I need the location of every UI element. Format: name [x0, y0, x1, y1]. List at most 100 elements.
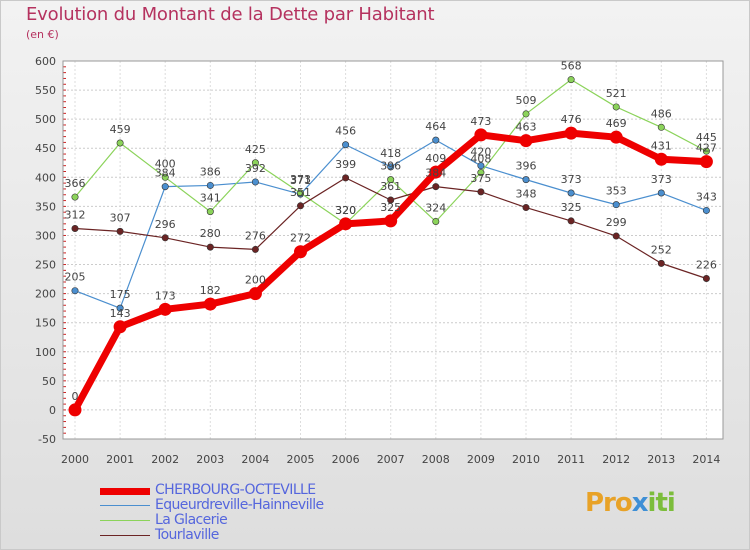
data-point-0: [564, 126, 578, 140]
data-label-2: 425: [245, 143, 266, 156]
data-point-2: [612, 103, 620, 111]
data-label-1: 373: [561, 173, 582, 186]
data-point-3: [702, 274, 710, 282]
data-label-1: 386: [200, 165, 221, 178]
data-point-3: [296, 202, 304, 210]
data-point-1: [657, 189, 665, 197]
data-point-1: [342, 141, 350, 149]
data-label-1: 418: [380, 147, 401, 160]
data-label-0: 476: [561, 113, 582, 126]
data-point-0: [68, 403, 82, 417]
data-label-2: 408: [470, 153, 491, 166]
x-tick-label: 2010: [512, 453, 540, 466]
x-tick-label: 2006: [332, 453, 360, 466]
x-tick-label: 2008: [422, 453, 450, 466]
data-label-3: 226: [696, 258, 717, 271]
data-label-0: 0: [72, 390, 79, 403]
data-point-0: [384, 214, 398, 228]
data-point-0: [699, 155, 713, 169]
data-point-1: [702, 206, 710, 214]
data-point-1: [161, 183, 169, 191]
data-label-0: 431: [651, 139, 672, 152]
data-label-3: 299: [606, 216, 627, 229]
data-label-3: 399: [335, 158, 356, 171]
data-label-1: 353: [606, 185, 627, 198]
data-label-2: 486: [651, 107, 672, 120]
x-tick-label: 2009: [467, 453, 495, 466]
data-point-3: [612, 232, 620, 240]
data-label-3: 276: [245, 229, 266, 242]
data-label-2: 509: [516, 94, 537, 107]
y-tick-label: 200: [35, 288, 56, 301]
data-point-0: [339, 217, 353, 231]
x-tick-label: 2011: [557, 453, 585, 466]
data-point-2: [116, 139, 124, 147]
x-tick-label: 2001: [106, 453, 134, 466]
y-tick-label: 0: [49, 404, 56, 417]
data-point-2: [206, 208, 214, 216]
data-label-3: 375: [470, 172, 491, 185]
data-point-3: [342, 174, 350, 182]
data-point-2: [387, 176, 395, 184]
data-point-2: [251, 159, 259, 167]
y-tick-label: 500: [35, 113, 56, 126]
data-point-2: [432, 218, 440, 226]
data-point-0: [429, 165, 443, 179]
legend-label-equeurdreville: Equeurdreville-Hainneville: [155, 497, 324, 513]
data-point-1: [206, 181, 214, 189]
data-point-1: [567, 189, 575, 197]
data-label-3: 348: [516, 188, 537, 201]
data-label-0: 463: [516, 121, 537, 134]
data-label-1: 373: [651, 173, 672, 186]
data-point-3: [71, 224, 79, 232]
data-point-1: [432, 136, 440, 144]
legend-swatch-equeurdreville: [100, 505, 150, 506]
x-tick-label: 2005: [287, 453, 315, 466]
data-label-0: 182: [200, 284, 221, 297]
data-point-3: [477, 188, 485, 196]
chart-subtitle: (en €): [26, 28, 59, 41]
data-point-2: [71, 193, 79, 201]
plot-area: [63, 61, 723, 439]
data-label-2: 445: [696, 131, 717, 144]
legend-label-glacerie: La Glacerie: [155, 512, 228, 528]
data-point-3: [161, 234, 169, 242]
proxiti-logo: Proxiti: [585, 488, 676, 518]
data-label-0: 473: [470, 115, 491, 128]
y-tick-label: 550: [35, 84, 56, 97]
data-label-1: 384: [155, 167, 176, 180]
y-tick-label: 100: [35, 346, 56, 359]
data-label-1: 456: [335, 125, 356, 138]
data-label-1: 175: [110, 288, 131, 301]
data-label-2: 400: [155, 157, 176, 170]
data-point-3: [567, 217, 575, 225]
legend-label-cherbourg: CHERBOURG-OCTEVILLE: [155, 482, 316, 498]
data-point-0: [474, 128, 488, 142]
data-label-3: 296: [155, 218, 176, 231]
data-point-3: [432, 183, 440, 191]
data-point-2: [567, 76, 575, 84]
y-tick-label: 350: [35, 200, 56, 213]
legend-swatch-glacerie: [100, 520, 150, 521]
legend-swatch-tourlaville: [100, 535, 150, 536]
data-label-0: 173: [155, 289, 176, 302]
data-label-2: 521: [606, 87, 627, 100]
data-point-2: [522, 110, 530, 118]
data-point-2: [657, 123, 665, 131]
x-tick-label: 2013: [647, 453, 675, 466]
data-label-3: 351: [290, 186, 311, 199]
data-point-3: [522, 204, 530, 212]
legend-label-tourlaville: Tourlaville: [155, 527, 219, 543]
data-point-0: [609, 130, 623, 144]
data-label-3: 252: [651, 243, 672, 256]
y-tick-label: 300: [35, 229, 56, 242]
data-point-0: [294, 245, 307, 259]
data-point-0: [248, 287, 262, 301]
data-point-0: [113, 320, 127, 334]
data-label-2: 373: [290, 173, 311, 186]
data-label-3: 325: [561, 201, 582, 214]
data-label-3: 312: [65, 208, 86, 221]
data-label-0: 320: [335, 204, 356, 217]
data-point-2: [296, 189, 304, 197]
